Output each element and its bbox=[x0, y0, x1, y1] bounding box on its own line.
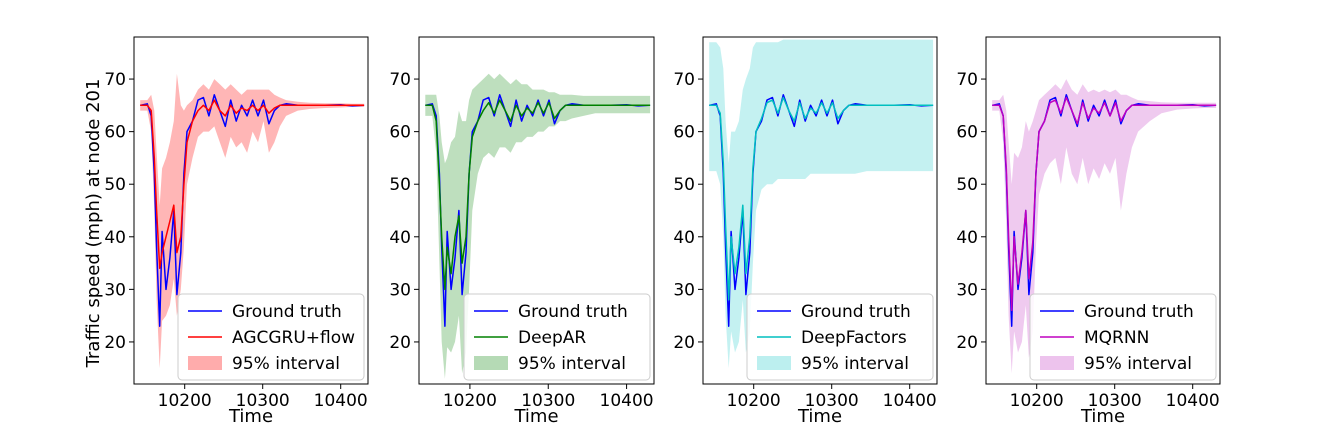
ground-truth-line bbox=[425, 94, 651, 327]
x-axis-label: Time bbox=[1080, 406, 1125, 427]
y-tick-label: 20 bbox=[956, 333, 978, 353]
x-tick-label: 10200 bbox=[727, 391, 781, 411]
x-tick-label: 10400 bbox=[314, 391, 368, 411]
y-tick-label: 20 bbox=[673, 333, 695, 353]
x-tick-label: 10400 bbox=[883, 391, 937, 411]
legend-ground-truth-label: Ground truth bbox=[518, 302, 628, 322]
legend-interval-swatch bbox=[1040, 356, 1074, 370]
y-tick-label: 60 bbox=[389, 123, 411, 143]
plot-area bbox=[425, 73, 651, 379]
y-tick-label: 30 bbox=[673, 280, 695, 300]
legend: Ground truth DeepAR 95% interval bbox=[463, 293, 651, 381]
ground-truth-line bbox=[140, 94, 365, 327]
legend-interval-label: 95% interval bbox=[518, 354, 626, 374]
legend-ground-truth-label: Ground truth bbox=[1084, 302, 1194, 322]
axes-frame bbox=[985, 36, 1221, 385]
legend-box bbox=[1029, 293, 1217, 381]
axes-frame bbox=[418, 36, 655, 385]
interval-band bbox=[425, 73, 651, 379]
x-axis-label: Time bbox=[797, 406, 842, 427]
legend-ground-truth-label: Ground truth bbox=[232, 302, 342, 322]
legend: Ground truth MQRNN 95% interval bbox=[1029, 293, 1217, 381]
y-tick-label: 60 bbox=[956, 123, 978, 143]
model-line bbox=[425, 99, 651, 291]
interval-band bbox=[709, 39, 934, 369]
interval-band bbox=[140, 73, 365, 369]
y-tick-label: 50 bbox=[956, 175, 978, 195]
plot-area bbox=[709, 39, 934, 369]
y-tick-label: 50 bbox=[389, 175, 411, 195]
y-tick-label: 30 bbox=[104, 280, 126, 300]
legend-interval-swatch bbox=[474, 356, 508, 370]
y-tick-label: 50 bbox=[673, 175, 695, 195]
x-tick-label: 10200 bbox=[158, 391, 212, 411]
x-tick-label: 10300 bbox=[1088, 391, 1142, 411]
legend-model-label: DeepAR bbox=[518, 328, 586, 348]
y-tick-label: 40 bbox=[956, 228, 978, 248]
y-tick-label: 30 bbox=[956, 280, 978, 300]
legend-ground-truth-label: Ground truth bbox=[801, 302, 911, 322]
legend-model-label: DeepFactors bbox=[801, 328, 907, 348]
y-tick-label: 20 bbox=[389, 333, 411, 353]
y-tick-label: 60 bbox=[673, 123, 695, 143]
legend-box bbox=[746, 293, 934, 381]
x-tick-label: 10200 bbox=[443, 391, 497, 411]
y-tick-label: 70 bbox=[104, 70, 126, 90]
interval-band bbox=[992, 79, 1217, 374]
y-tick-label: 40 bbox=[104, 228, 126, 248]
y-tick-label: 70 bbox=[673, 70, 695, 90]
x-axis-label: Time bbox=[228, 406, 273, 427]
chart-panel-3: 10200 10300 10400 Time 20 30 40 50 60 70 Ground tr… bbox=[673, 36, 938, 427]
y-tick-label: 40 bbox=[389, 228, 411, 248]
model-line bbox=[709, 96, 934, 301]
legend-model-label: AGCGRU+flow bbox=[232, 328, 355, 348]
chart-panel-2: 10200 10300 10400 Time 20 30 40 50 60 70 Ground tr… bbox=[389, 36, 655, 427]
legend: Ground truth AGCGRU+flow 95% interval bbox=[177, 293, 365, 381]
model-line bbox=[140, 99, 365, 270]
plot-area bbox=[992, 79, 1217, 374]
x-tick-label: 10200 bbox=[1010, 391, 1064, 411]
legend: Ground truth DeepFactors 95% interval bbox=[746, 293, 934, 381]
chart-panel-4: 10200 10300 10400 Time 20 30 40 50 60 70 Ground tr… bbox=[956, 36, 1221, 427]
y-tick-label: 60 bbox=[104, 123, 126, 143]
y-tick-label: 30 bbox=[389, 280, 411, 300]
x-tick-label: 10400 bbox=[600, 391, 654, 411]
y-tick-label: 50 bbox=[104, 175, 126, 195]
y-tick-label: 40 bbox=[673, 228, 695, 248]
legend-model-label: MQRNN bbox=[1084, 328, 1149, 348]
y-tick-label: 20 bbox=[104, 333, 126, 353]
y-tick-label: 70 bbox=[956, 70, 978, 90]
legend-interval-swatch bbox=[757, 356, 791, 370]
legend-box bbox=[177, 293, 365, 381]
chart-panel-1: 10200 10300 10400 Time 20 30 40 50 60 70 Ground tr… bbox=[104, 36, 369, 427]
axes-frame bbox=[133, 36, 369, 385]
plot-area bbox=[140, 73, 365, 369]
legend-interval-label: 95% interval bbox=[232, 354, 340, 374]
legend-interval-label: 95% interval bbox=[801, 354, 909, 374]
y-tick-label: 70 bbox=[389, 70, 411, 90]
x-tick-label: 10300 bbox=[236, 391, 290, 411]
legend-interval-label: 95% interval bbox=[1084, 354, 1192, 374]
axes-frame bbox=[702, 36, 938, 385]
model-line bbox=[992, 96, 1217, 312]
y-axis-label: Traffic speed (mph) at node 201 bbox=[83, 79, 104, 369]
x-tick-label: 10400 bbox=[1166, 391, 1220, 411]
legend-interval-swatch bbox=[188, 356, 222, 370]
x-tick-label: 10300 bbox=[521, 391, 575, 411]
x-tick-label: 10300 bbox=[805, 391, 859, 411]
x-axis-label: Time bbox=[513, 406, 558, 427]
legend-box bbox=[463, 293, 651, 381]
